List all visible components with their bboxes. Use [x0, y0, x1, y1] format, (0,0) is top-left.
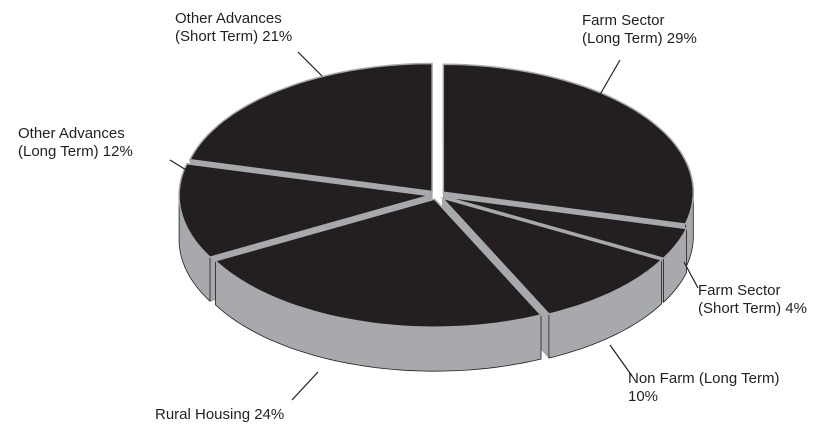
slice-label: Farm Sector (Long Term) 29% — [582, 12, 700, 48]
slice — [178, 162, 430, 259]
leader-line — [609, 344, 633, 377]
category-label: Farm Sector (Long Term) — [582, 12, 665, 47]
slice — [188, 62, 433, 193]
category-label: Non Farm (Long Term) — [628, 370, 780, 387]
category-label: Farm Sector (Short Term) — [698, 282, 782, 317]
slice-label: Rural Housing 24% — [155, 406, 284, 424]
value-label: 21% — [262, 28, 293, 45]
slice-label: Other Advances (Short Term) 21% — [175, 10, 300, 46]
leader-line — [169, 159, 197, 177]
slice — [442, 63, 695, 225]
slice — [440, 196, 664, 315]
slice-label: Non Farm (Long Term) 10% — [628, 370, 793, 406]
value-label: 4% — [785, 300, 807, 317]
value-label: 24% — [254, 406, 285, 423]
value-label: 29% — [666, 30, 697, 47]
slice — [444, 195, 688, 260]
category-label: Other Advances (Long Term) — [18, 125, 125, 160]
value-label: 10% — [628, 388, 659, 405]
category-label: Other Advances (Short Term) — [175, 10, 282, 45]
leader-line — [683, 261, 699, 289]
category-label: Rural Housing — [155, 406, 251, 423]
value-label: 12% — [102, 143, 133, 160]
leader-line — [291, 371, 319, 401]
leader-line — [297, 51, 323, 77]
leader-line — [597, 59, 621, 99]
slice — [213, 198, 543, 328]
slice-label: Other Advances (Long Term) 12% — [18, 125, 143, 161]
slice-label: Farm Sector (Short Term) 4% — [698, 282, 818, 318]
